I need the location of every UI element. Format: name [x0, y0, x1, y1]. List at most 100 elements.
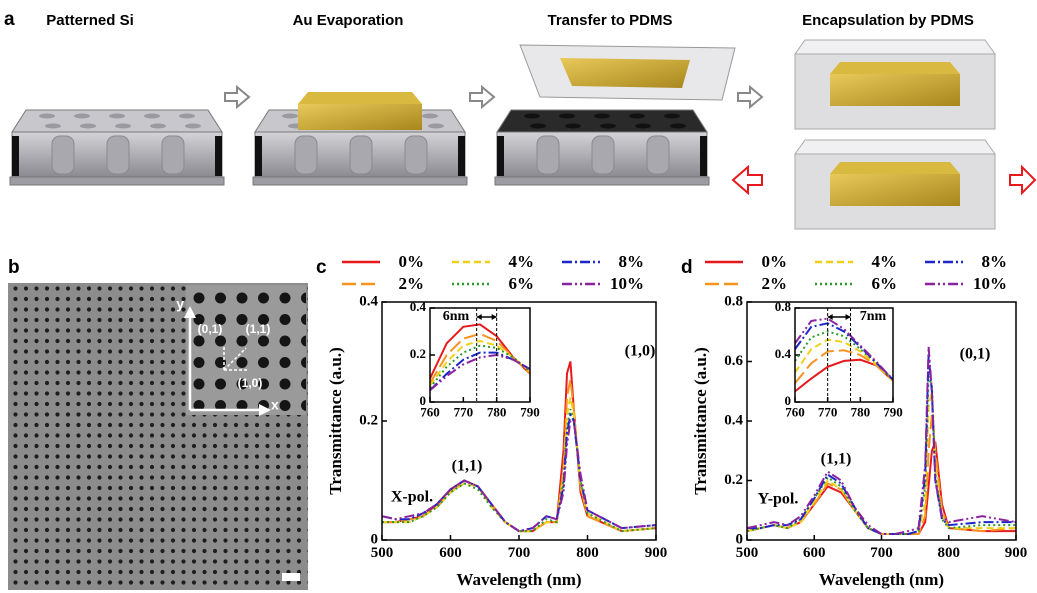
sem-axis-label: x [271, 397, 279, 413]
x-tick-label: 780 [851, 405, 871, 420]
si-hole [74, 114, 90, 119]
legend-label: 10% [610, 274, 644, 293]
annotation: X-pol. [391, 489, 433, 506]
si-edge [255, 136, 262, 176]
lattice-label: (0,1) [198, 322, 223, 336]
process-arrow [225, 87, 249, 107]
si-hole [109, 114, 125, 119]
x-tick-label: 780 [487, 405, 507, 420]
x-tick-label: 700 [870, 545, 893, 561]
annotation: (0,1) [960, 346, 991, 363]
x-tick-label: 770 [454, 405, 474, 420]
strain-arrow [733, 167, 762, 193]
si-pillar [52, 136, 74, 174]
si-edge [215, 136, 222, 176]
sem-inset [186, 285, 306, 415]
y-tick-label: 0.2 [359, 412, 378, 428]
x-tick-label: 800 [938, 545, 961, 561]
si-pillar [107, 136, 129, 174]
legend-label: 0% [762, 252, 788, 271]
process-arrow [738, 87, 762, 107]
annotation: (1,1) [821, 451, 852, 468]
y-tick-label: 0 [371, 531, 379, 547]
process-arrow [470, 87, 494, 107]
au-top [830, 62, 960, 74]
si-pillar [537, 136, 559, 174]
scale-bar [282, 573, 300, 581]
y-tick-label: 0 [736, 531, 744, 547]
si-hole [600, 124, 616, 129]
si-hole [635, 124, 651, 129]
y-tick-label: 0.2 [724, 472, 743, 488]
step-title: Transfer to PDMS [547, 12, 672, 29]
step-title: Au Evaporation [293, 12, 404, 29]
x-tick-label: 900 [1005, 545, 1028, 561]
si-edge [458, 136, 465, 176]
si-edge [497, 136, 504, 176]
legend-label: 4% [872, 252, 898, 271]
si-hole [185, 124, 201, 129]
annotation: (1,0) [625, 343, 656, 360]
y-tick-label: 0.4 [410, 299, 427, 314]
si-pillar [647, 136, 669, 174]
si-top [12, 110, 222, 132]
x-tick-label: 700 [508, 545, 531, 561]
si-hole [150, 124, 166, 129]
legend-label: 0% [399, 252, 425, 271]
si-hole [629, 114, 645, 119]
au-top [830, 162, 960, 174]
legend-label: 6% [509, 274, 535, 293]
y-tick-label: 0.4 [775, 346, 792, 361]
legend-label: 6% [872, 274, 898, 293]
lattice-label: (1,1) [246, 322, 271, 336]
y-axis-label: Transmittance (a.u.) [326, 347, 345, 494]
y-tick-label: 0.4 [359, 293, 378, 309]
si-pillar [592, 136, 614, 174]
si-hole [670, 124, 686, 129]
y-tick-label: 0.8 [724, 293, 743, 309]
si-hole [115, 124, 131, 129]
si-base [495, 177, 709, 185]
si-hole [559, 114, 575, 119]
au-top [298, 92, 422, 104]
y-tick-label: 0.6 [724, 353, 743, 369]
strain-arrow [1010, 167, 1035, 193]
annotation: Y-pol. [758, 491, 799, 508]
si-edge [700, 136, 707, 176]
si-top [497, 110, 707, 132]
legend-label: 8% [982, 252, 1008, 271]
si-hole [39, 114, 55, 119]
si-hole [422, 114, 438, 119]
y-tick-label: 0.8 [775, 299, 792, 314]
legend-label: 8% [619, 252, 645, 271]
si-pillar [162, 136, 184, 174]
figure: abcdPatterned SiAu EvaporationTransfer t… [0, 0, 1037, 593]
au-tilted [560, 58, 690, 88]
panel-label: a [4, 9, 15, 30]
annotation: 7nm [860, 309, 887, 324]
si-hole [428, 124, 444, 129]
au-front [298, 104, 422, 130]
x-tick-label: 600 [803, 545, 826, 561]
si-pillar [405, 136, 427, 174]
x-tick-label: 790 [520, 405, 540, 420]
y-tick-label: 0.4 [724, 412, 743, 428]
y-tick-label: 0.2 [410, 346, 426, 361]
legend-label: 2% [399, 274, 425, 293]
x-tick-label: 790 [883, 405, 903, 420]
x-axis-label: Wavelength (nm) [819, 570, 944, 589]
si-base [10, 177, 224, 185]
si-hole [594, 114, 610, 119]
annotation: (1,1) [452, 458, 483, 475]
panel-label: c [316, 257, 327, 278]
si-hole [144, 114, 160, 119]
legend-label: 10% [973, 274, 1007, 293]
panel-label: d [681, 257, 693, 278]
step-title: Encapsulation by PDMS [802, 12, 974, 29]
au-front [830, 174, 960, 206]
si-hole [524, 114, 540, 119]
step-title: Patterned Si [46, 12, 134, 29]
y-tick-label: 0 [785, 393, 792, 408]
au-front [830, 74, 960, 106]
si-hole [530, 124, 546, 129]
